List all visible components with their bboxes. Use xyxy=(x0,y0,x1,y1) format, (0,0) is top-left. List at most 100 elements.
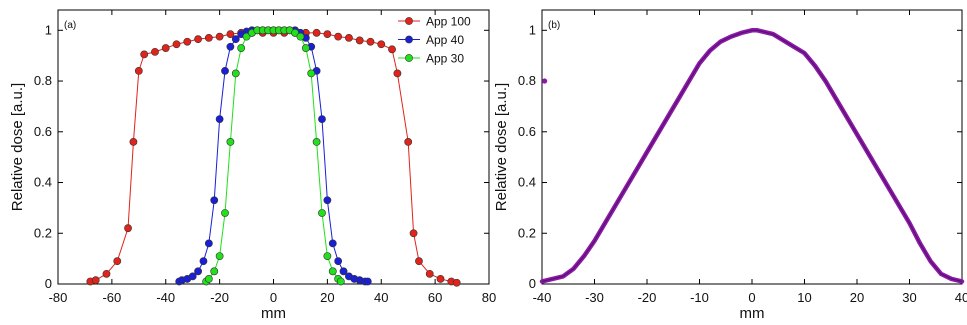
data-point xyxy=(204,275,213,283)
data-point xyxy=(415,257,423,266)
data-point xyxy=(291,28,299,37)
y-tick-label: 0.2 xyxy=(518,225,536,240)
data-point xyxy=(334,32,343,41)
data-point xyxy=(204,239,213,248)
y-tick-label: 0 xyxy=(529,276,536,291)
data-point xyxy=(215,115,224,123)
data-point xyxy=(393,69,402,78)
data-point xyxy=(215,252,224,260)
profile-curve-core xyxy=(541,29,963,283)
data-point xyxy=(404,138,413,146)
data-point xyxy=(188,272,197,281)
data-point xyxy=(194,267,202,276)
x-tick-label: 40 xyxy=(955,290,967,305)
x-tick-label: 10 xyxy=(797,290,811,305)
data-point xyxy=(409,229,418,238)
plot-frame-a xyxy=(57,9,490,285)
data-point xyxy=(172,40,181,49)
data-point xyxy=(339,267,348,276)
data-point xyxy=(334,257,343,266)
x-axis-title: mm xyxy=(740,305,765,322)
y-tick-label: 0.6 xyxy=(518,124,536,139)
data-point xyxy=(312,138,321,146)
y-tick-label: 0.8 xyxy=(34,73,52,88)
x-tick-label: 60 xyxy=(428,290,442,305)
y-tick-label: 1 xyxy=(45,22,52,37)
data-point xyxy=(129,138,138,146)
y-axis-title: Relative dose [a.u.] xyxy=(9,83,26,211)
data-point xyxy=(199,257,208,266)
series-line-app-100 xyxy=(90,32,457,284)
data-point xyxy=(221,66,229,75)
data-point xyxy=(366,37,375,46)
x-tick-label: -30 xyxy=(585,290,604,305)
data-point xyxy=(161,44,170,52)
data-point xyxy=(363,277,372,286)
y-tick-label: 0.6 xyxy=(34,124,52,139)
data-point xyxy=(221,209,229,217)
data-point xyxy=(226,42,235,51)
data-point xyxy=(388,45,396,54)
data-point xyxy=(323,252,332,260)
data-point xyxy=(345,34,353,42)
data-point xyxy=(312,28,321,37)
data-point xyxy=(231,35,240,44)
outlier-point xyxy=(542,78,548,84)
data-point xyxy=(301,44,310,52)
x-tick-label: 40 xyxy=(374,290,388,305)
plot-frame-b xyxy=(541,9,963,285)
data-point xyxy=(318,209,326,217)
legend-marker xyxy=(405,54,413,62)
data-point xyxy=(204,34,213,42)
profile-curve xyxy=(539,28,965,284)
x-tick-label: -80 xyxy=(49,290,68,305)
x-tick-label: 0 xyxy=(270,290,277,305)
x-tick-label: -20 xyxy=(210,290,229,305)
data-point xyxy=(307,69,316,78)
data-point xyxy=(140,50,149,59)
x-tick-label: 20 xyxy=(320,290,334,305)
x-tick-label: -60 xyxy=(102,290,121,305)
x-tick-label: 20 xyxy=(850,290,864,305)
y-tick-label: 0.2 xyxy=(34,225,52,240)
legend-marker xyxy=(405,17,413,25)
data-point xyxy=(318,115,326,123)
data-point xyxy=(226,30,235,39)
data-point xyxy=(296,32,305,41)
data-point xyxy=(194,35,202,44)
data-point xyxy=(231,69,240,78)
data-point xyxy=(355,36,364,45)
data-point xyxy=(102,269,111,278)
x-tick-label: -40 xyxy=(156,290,175,305)
data-point xyxy=(134,66,143,75)
data-point xyxy=(323,196,332,205)
panel-label: (b) xyxy=(548,20,560,31)
y-tick-label: 1 xyxy=(529,22,536,37)
data-point xyxy=(226,138,235,146)
data-point xyxy=(452,278,461,287)
data-point xyxy=(328,267,337,276)
data-point xyxy=(124,224,132,233)
y-tick-label: 0.8 xyxy=(518,73,536,88)
x-tick-label: 80 xyxy=(482,290,496,305)
data-point xyxy=(113,257,122,266)
data-point xyxy=(323,30,332,39)
data-point xyxy=(436,275,445,283)
legend-label: App 30 xyxy=(426,52,464,66)
y-tick-label: 0.4 xyxy=(518,175,536,190)
x-tick-label: 30 xyxy=(902,290,916,305)
legend-marker xyxy=(405,35,413,44)
data-point xyxy=(210,267,219,276)
data-point xyxy=(328,239,337,248)
y-axis-title: Relative dose [a.u.] xyxy=(493,83,510,211)
x-tick-label: -10 xyxy=(690,290,709,305)
x-tick-label: -20 xyxy=(638,290,657,305)
data-point xyxy=(91,276,100,285)
data-point xyxy=(425,269,434,278)
y-tick-label: 0 xyxy=(45,276,52,291)
data-point xyxy=(336,277,345,286)
x-axis-title: mm xyxy=(261,305,286,322)
data-point xyxy=(151,47,159,56)
